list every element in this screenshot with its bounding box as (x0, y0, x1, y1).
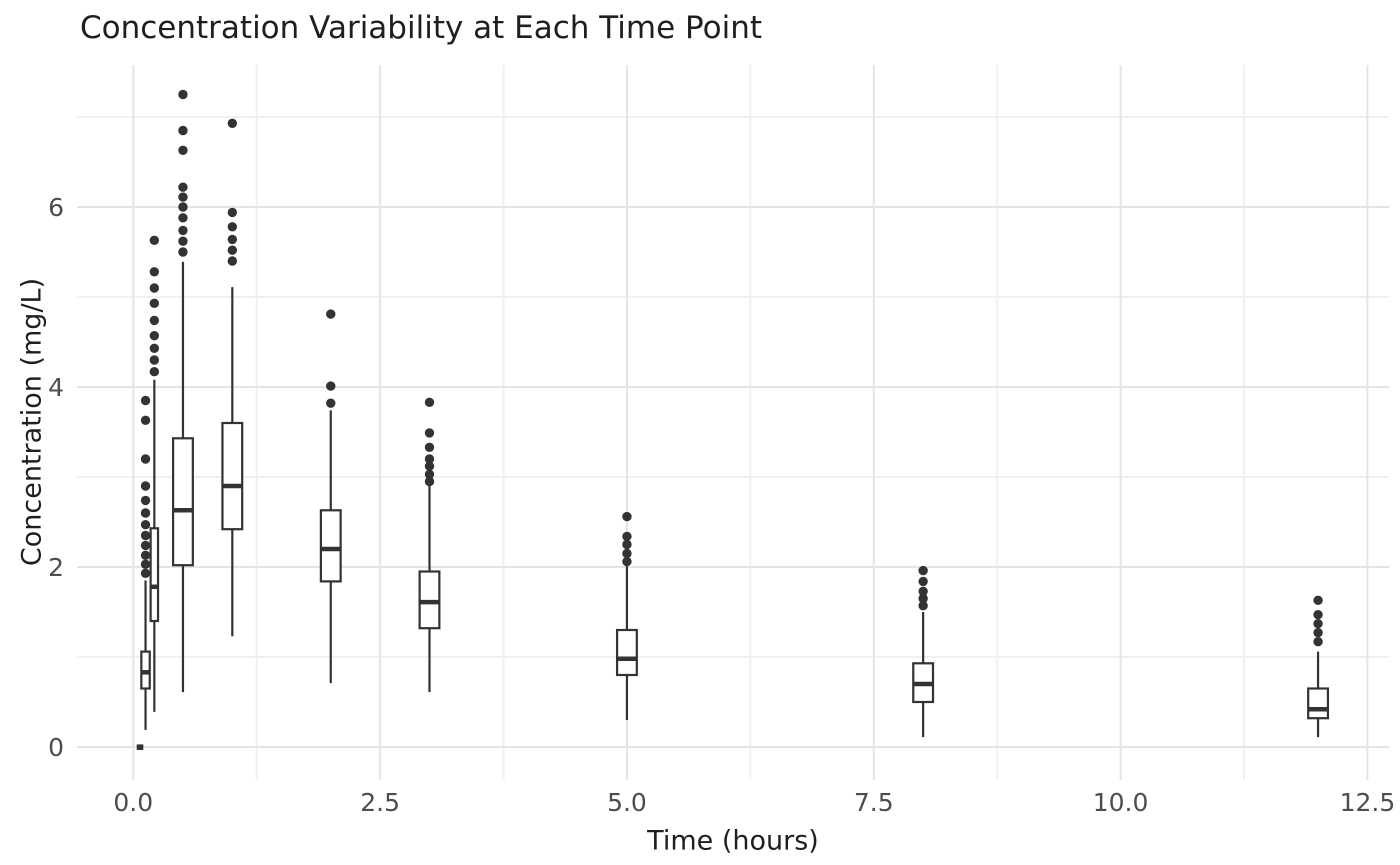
outlier-dot-t8 (918, 586, 928, 596)
outlier-dot-t8 (918, 565, 928, 576)
x-tick-label: 5.0 (607, 788, 647, 817)
y-tick-label: 4 (48, 373, 64, 402)
x-tick-label: 2.5 (360, 788, 400, 817)
outlier-dot-t3 (424, 454, 435, 464)
outlier-dot-t0.2 (149, 235, 160, 245)
outlier-dot-t2 (326, 309, 336, 319)
outlier-dot-t0.5 (178, 125, 188, 136)
x-tick-label: 12.5 (1340, 788, 1396, 817)
outlier-dot-t0.1 (140, 395, 151, 406)
y-tick-label: 2 (48, 553, 64, 582)
outlier-dot-t1 (227, 207, 238, 218)
outlier-dot-t12 (1313, 610, 1323, 620)
outlier-dot-t0.5 (178, 236, 188, 246)
outlier-dot-t0.5 (178, 225, 188, 236)
outlier-dot-t12 (1313, 619, 1323, 629)
outlier-dot-t0.1 (140, 481, 151, 491)
box-t0.5 (171, 437, 194, 567)
outlier-dot-t3 (424, 476, 435, 487)
x-tick-label: 0.0 (113, 788, 153, 817)
outlier-dot-t0.1 (140, 530, 151, 541)
outlier-dot-t3 (424, 428, 435, 438)
outlier-dot-t1 (227, 245, 238, 255)
outlier-dot-t0.5 (178, 213, 188, 223)
outlier-dot-t0.5 (178, 182, 188, 192)
outlier-dot-t1 (227, 256, 238, 266)
x-tick-label: 10.0 (1093, 788, 1149, 817)
outlier-dot-t0.1 (140, 520, 151, 530)
x-axis-title: Time (hours) (647, 825, 819, 857)
outlier-dot-t0.5 (178, 247, 188, 257)
outlier-dot-t0.5 (178, 202, 188, 212)
outlier-dot-t0.1 (140, 550, 151, 560)
outlier-dot-t0.1 (140, 454, 151, 464)
outlier-dot-t0.2 (149, 267, 160, 277)
outlier-dot-t3 (424, 469, 435, 479)
outlier-dot-t0.1 (140, 568, 151, 578)
outlier-dot-t0.2 (149, 315, 160, 326)
outlier-dot-t1 (227, 222, 238, 232)
plot-title: Concentration Variability at Each Time P… (80, 10, 762, 46)
box-t0.2 (149, 527, 160, 623)
box-t1 (221, 421, 244, 531)
outlier-dot-t0.1 (140, 540, 151, 551)
outlier-dot-t0.1 (140, 508, 151, 518)
outlier-dot-t3 (424, 442, 435, 452)
box-t12 (1307, 687, 1330, 720)
outlier-dot-t3 (424, 461, 435, 471)
outlier-dot-t3 (424, 397, 435, 407)
outlier-dot-t12 (1313, 595, 1323, 605)
outlier-dot-t0.2 (149, 298, 160, 308)
box-t5 (615, 628, 638, 677)
outlier-dot-t5 (622, 539, 632, 550)
outlier-dot-t0.5 (178, 192, 188, 202)
outlier-dot-t8 (918, 601, 928, 611)
x-tick-label: 7.5 (854, 788, 894, 817)
outlier-dot-t0.2 (149, 331, 160, 341)
outlier-dot-t12 (1313, 637, 1323, 647)
outlier-dot-t1 (227, 118, 238, 128)
outlier-dot-t0.5 (178, 89, 188, 100)
outlier-dot-t12 (1313, 628, 1323, 638)
outlier-dot-t0.2 (149, 355, 160, 365)
outlier-dot-t0.1 (140, 559, 151, 569)
outlier-dot-t5 (622, 548, 632, 559)
outlier-dot-t0.2 (149, 343, 160, 353)
outlier-dot-t8 (918, 576, 928, 587)
y-axis-title: Concentration (mg/L) (16, 277, 48, 567)
outlier-dot-t5 (622, 511, 632, 522)
outlier-dot-t0.1 (140, 415, 151, 425)
outlier-dot-t5 (622, 556, 632, 567)
box-t2 (319, 509, 342, 583)
outlier-dot-t2 (326, 381, 336, 391)
boxplot-degenerate-t0 (136, 744, 144, 750)
outlier-dot-t5 (622, 531, 632, 542)
outlier-dot-t0.5 (178, 145, 188, 155)
outlier-dot-t1 (227, 234, 238, 245)
y-tick-label: 6 (48, 193, 64, 222)
outlier-dot-t0.2 (149, 367, 160, 377)
y-tick-label: 0 (48, 733, 64, 762)
outlier-dot-t2 (326, 398, 336, 408)
outlier-dot-t0.1 (140, 495, 151, 506)
outlier-dot-t0.2 (149, 283, 160, 293)
outlier-dot-t8 (918, 593, 928, 604)
